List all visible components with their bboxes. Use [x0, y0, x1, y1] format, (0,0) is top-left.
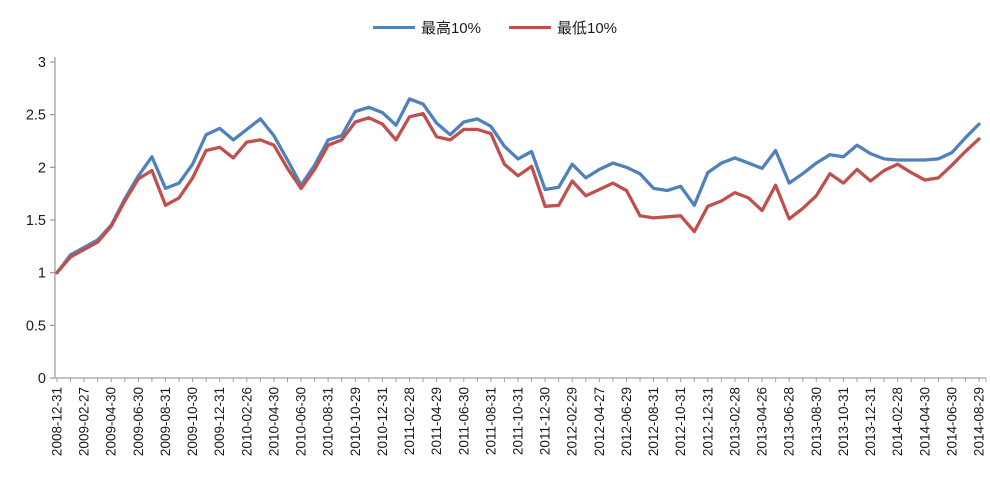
x-tick-label: 2011-06-30	[456, 387, 471, 455]
x-tick-label: 2010-02-26	[239, 387, 254, 456]
x-tick-label: 2010-06-30	[294, 387, 309, 456]
x-tick-label: 2013-12-31	[863, 387, 878, 456]
x-tick-label: 2010-10-29	[348, 387, 363, 456]
x-tick-label: 2013-02-28	[727, 387, 742, 456]
x-tick-label: 2009-10-30	[185, 387, 200, 456]
x-tick-label: 2010-04-30	[266, 387, 281, 456]
x-tick-label: 2011-10-31	[511, 387, 526, 455]
y-tick-label: 0.5	[26, 318, 46, 334]
x-tick-label: 2011-08-31	[483, 387, 498, 455]
legend-item-high: 最高10%	[372, 17, 481, 38]
x-tick-label: 2012-06-29	[619, 387, 634, 456]
x-tick-label: 2013-08-30	[809, 387, 824, 456]
y-tick-label: 2	[38, 160, 46, 176]
y-tick-label: 2.5	[26, 108, 46, 124]
y-tick-label: 1.5	[26, 213, 46, 229]
legend-line-swatch-low	[509, 26, 551, 29]
x-tick-label: 2014-02-28	[890, 387, 905, 456]
series-line-high-10pct	[55, 97, 981, 275]
x-tick-label: 2010-12-31	[375, 387, 390, 456]
x-tick-label: 2012-10-31	[673, 387, 688, 456]
x-tick-label: 2010-08-31	[321, 387, 336, 456]
x-tick-label: 2011-02-28	[402, 387, 417, 455]
legend-item-low: 最低10%	[509, 17, 617, 38]
y-tick-label: 3	[38, 55, 46, 71]
x-tick-label: 2013-10-31	[836, 387, 851, 456]
x-tick-label: 2008-12-31	[50, 387, 65, 456]
legend-line-swatch-high	[372, 26, 415, 29]
x-tick-label: 2012-12-31	[700, 387, 715, 456]
x-tick-label: 2014-06-30	[944, 387, 959, 456]
legend-label-high: 最高10%	[420, 20, 481, 37]
x-tick-label: 2012-02-29	[565, 387, 580, 456]
series-line-low-10pct	[55, 111, 981, 275]
x-tick-label: 2009-02-27	[77, 387, 92, 456]
x-tick-label: 2009-12-31	[212, 387, 227, 456]
y-tick-label: 1	[38, 266, 46, 282]
x-tick-label: 2013-04-26	[755, 387, 770, 456]
x-tick-label: 2012-08-31	[646, 387, 661, 456]
legend: 最高10% 最低10%	[0, 17, 990, 38]
x-tick-label: 2012-04-27	[592, 387, 607, 456]
x-tick-label: 2011-12-30	[538, 387, 553, 455]
x-tick-label: 2013-06-28	[782, 387, 797, 456]
x-tick-label: 2014-08-29	[972, 387, 987, 456]
x-tick-label: 2009-08-31	[158, 387, 173, 456]
y-tick-label: 0	[38, 371, 46, 387]
legend-label-low: 最低10%	[557, 20, 618, 37]
x-tick-label: 2009-04-30	[104, 387, 119, 456]
x-tick-label: 2011-04-29	[429, 387, 444, 455]
x-tick-label: 2014-04-30	[917, 387, 932, 456]
x-tick-label: 2009-06-30	[131, 387, 146, 456]
